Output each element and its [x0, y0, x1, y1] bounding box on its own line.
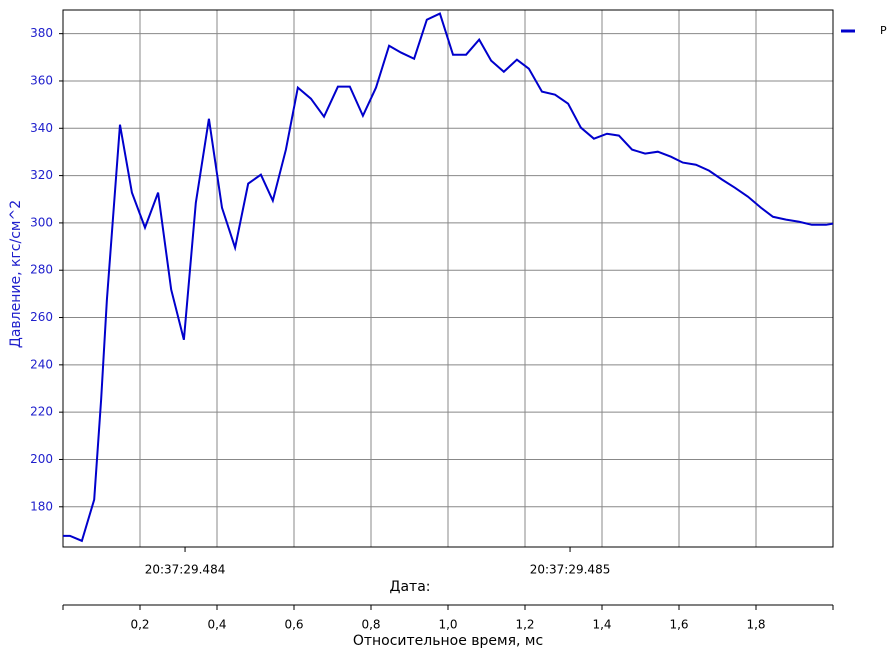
x-tick-label: 0,6: [284, 618, 303, 632]
y-tick-label: 280: [30, 263, 53, 277]
x-tick-label: 1,8: [746, 618, 765, 632]
series-line: [63, 12, 834, 543]
x-tick-label: 0,2: [130, 618, 149, 632]
plot-frame: [62, 9, 834, 548]
y-tick-label: 220: [30, 405, 53, 419]
x-axis-title: Относительное время, мс: [353, 633, 543, 649]
y-tick-label: 180: [30, 499, 53, 513]
x-tick-label: 1,6: [669, 618, 688, 632]
x-tick-label: 1,0: [438, 618, 457, 632]
y-tick-label: 320: [30, 168, 53, 182]
y-tick-label: 360: [30, 73, 53, 87]
legend-label: P: [880, 24, 887, 37]
x2-tick-label: 20:37:29.484: [145, 563, 226, 577]
y-tick-label: 380: [30, 26, 53, 40]
x2-axis-title: Дата:: [390, 579, 431, 595]
y-tick-label: 300: [30, 215, 53, 229]
x-tick-label: 1,2: [515, 618, 534, 632]
x-tick-label: 0,4: [207, 618, 226, 632]
y-axis-title: Давление, кгс/см^2: [8, 200, 24, 348]
y-tick-label: 240: [30, 357, 53, 371]
x-tick-label: 1,4: [592, 618, 611, 632]
y-tick-label: 260: [30, 310, 53, 324]
y-tick-label: 340: [30, 121, 53, 135]
x2-tick-label: 20:37:29.485: [530, 563, 611, 577]
y-tick-label: 200: [30, 452, 53, 466]
x-tick-label: 0,8: [361, 618, 380, 632]
